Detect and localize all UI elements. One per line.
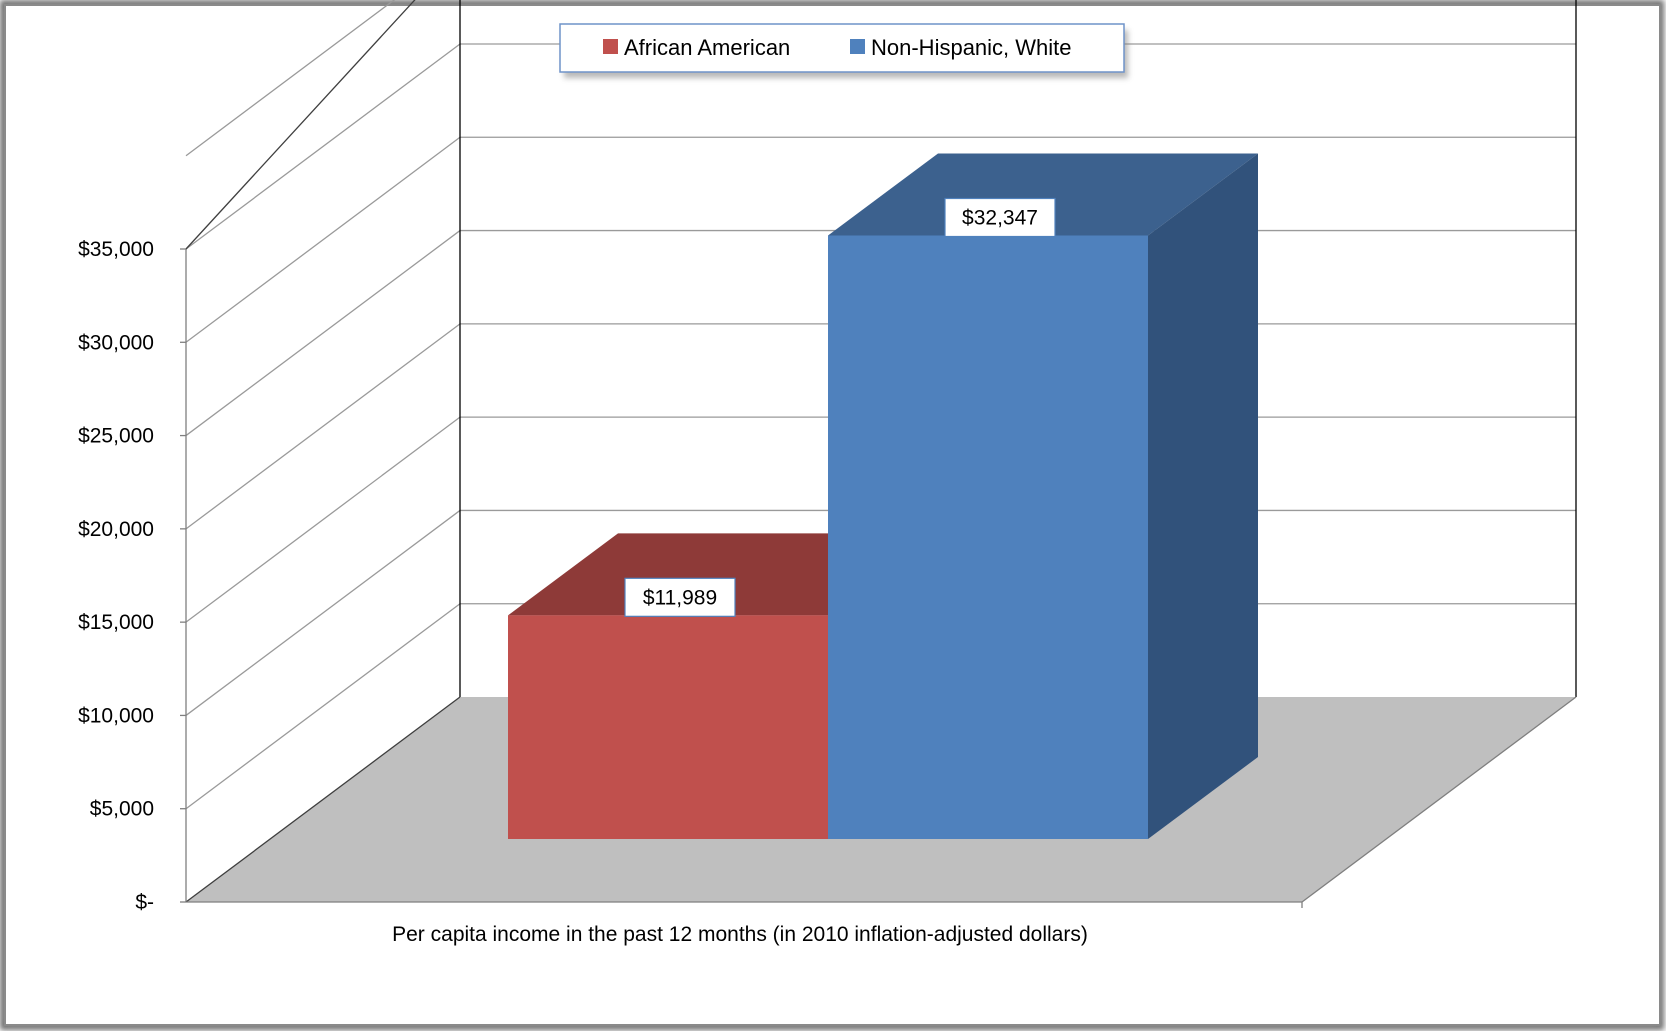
gridline-left-wall <box>185 136 461 343</box>
axis-lines <box>185 0 1577 908</box>
bars <box>508 153 1258 839</box>
bar-side-face <box>1148 153 1258 839</box>
y-tick-label: $- <box>135 891 154 914</box>
data-label-box <box>944 197 1056 238</box>
gridline-left-wall <box>185 603 461 810</box>
y-tick-label: $20,000 <box>78 518 154 541</box>
legend-label-african-american: African American <box>624 35 790 60</box>
gridline-left-wall <box>185 509 461 716</box>
gridline-left-wall <box>185 230 461 437</box>
floor-left-edge <box>185 696 461 903</box>
y-tick-label: $15,000 <box>78 611 154 634</box>
y-axis-tick-labels: $- $5,000 $10,000 $15,000 $20,000 $25,000 $30,… <box>78 238 186 914</box>
y-tick-label: $5,000 <box>90 798 154 821</box>
bar <box>508 615 828 839</box>
legend-swatch-african-american <box>603 39 618 54</box>
legend: African American Non-Hispanic, White <box>559 23 1125 73</box>
gridline-left-wall <box>185 0 396 157</box>
y-tick-label: $25,000 <box>78 425 154 448</box>
data-labels: $11,989 $32,347 <box>624 197 1056 617</box>
data-label: $11,989 <box>643 586 717 609</box>
legend-swatch-non-hispanic-white <box>850 39 865 54</box>
y-tick-label: $35,000 <box>78 238 154 261</box>
gridline-left-wall <box>185 323 461 530</box>
y-tick-label: $30,000 <box>78 331 154 354</box>
bar-top-face <box>828 153 1258 236</box>
floor-right-edge <box>1301 696 1577 903</box>
left-wall-top-edge <box>185 0 416 250</box>
data-label: $32,347 <box>962 206 1038 229</box>
bar <box>828 235 1148 839</box>
gridline-left-wall <box>185 416 461 623</box>
legend-label-non-hispanic-white: Non-Hispanic, White <box>871 35 1072 60</box>
legend-box <box>559 23 1125 73</box>
y-tick-label: $10,000 <box>78 704 154 727</box>
x-axis-title: Per capita income in the past 12 months … <box>392 923 1088 946</box>
data-label-box <box>624 577 736 617</box>
gridline-left-wall <box>185 43 461 250</box>
